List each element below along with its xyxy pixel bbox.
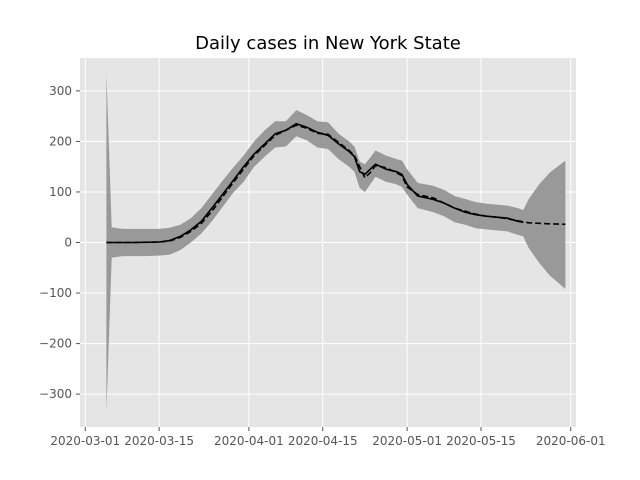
x-tick-label: 2020-04-15	[288, 434, 358, 448]
y-tick-label: 100	[49, 185, 72, 199]
x-axis: 2020-03-01 2020-03-15 2020-04-01 2020-04-15…	[50, 427, 606, 448]
y-tick-label: 200	[49, 134, 72, 148]
x-tick-label: 2020-04-01	[214, 434, 284, 448]
x-tick-label: 2020-05-01	[372, 434, 442, 448]
x-tick-label: 2020-05-15	[446, 434, 516, 448]
y-axis: 300 200 100 0 −100 −200 −300	[39, 84, 80, 401]
y-tick-label: −200	[39, 337, 72, 351]
gridlines	[80, 58, 576, 427]
x-tick-label: 2020-03-01	[50, 434, 120, 448]
y-tick-label: 0	[64, 236, 72, 250]
y-tick-label: 300	[49, 84, 72, 98]
series-layer	[106, 122, 566, 244]
y-tick-label: −300	[39, 387, 72, 401]
y-tick-label: −100	[39, 286, 72, 300]
series-line-dashed	[106, 124, 566, 244]
x-tick-label: 2020-06-01	[536, 434, 606, 448]
x-tick-label: 2020-03-15	[124, 434, 194, 448]
chart-title: Daily cases in New York State	[195, 33, 461, 54]
